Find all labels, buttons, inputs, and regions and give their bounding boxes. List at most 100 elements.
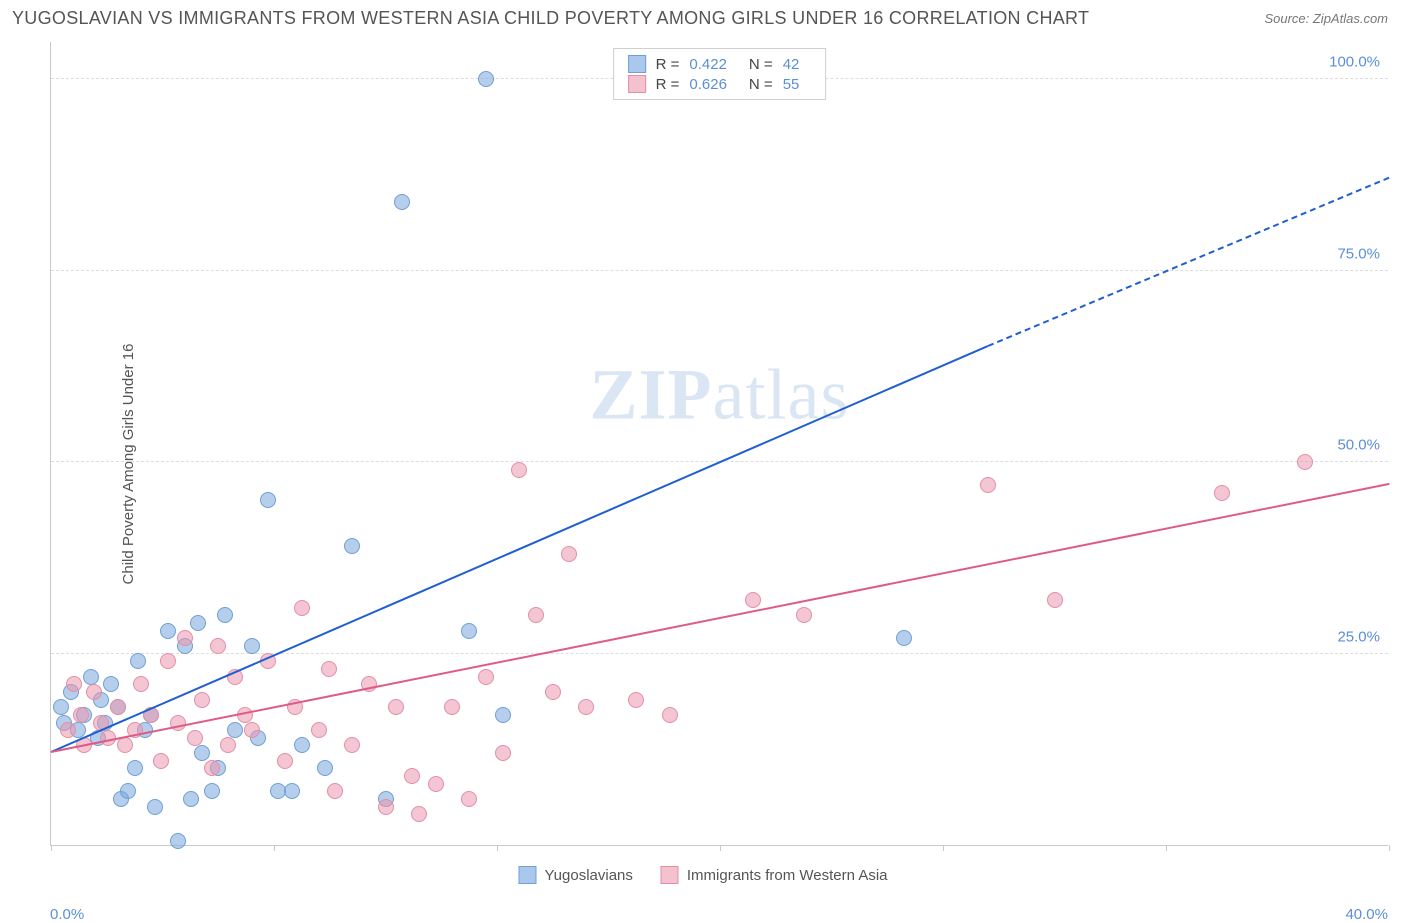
data-point: [244, 638, 260, 654]
data-point: [284, 783, 300, 799]
data-point: [117, 737, 133, 753]
data-point: [194, 692, 210, 708]
data-point: [511, 462, 527, 478]
data-point: [1047, 592, 1063, 608]
data-point: [60, 722, 76, 738]
data-point: [177, 630, 193, 646]
data-point: [411, 806, 427, 822]
x-tick-mark: [1166, 845, 1167, 851]
legend-swatch-icon: [661, 866, 679, 884]
data-point: [662, 707, 678, 723]
trend-line: [987, 177, 1389, 347]
y-tick-label: 25.0%: [1337, 628, 1380, 645]
data-point: [210, 638, 226, 654]
data-point: [545, 684, 561, 700]
x-tick-mark: [1389, 845, 1390, 851]
data-point: [190, 615, 206, 631]
data-point: [578, 699, 594, 715]
data-point: [130, 653, 146, 669]
x-axis-max-label: 40.0%: [1345, 906, 1388, 923]
data-point: [187, 730, 203, 746]
legend-swatch-yugo: [628, 55, 646, 73]
x-tick-mark: [497, 845, 498, 851]
x-tick-mark: [720, 845, 721, 851]
plot-area: ZIPatlas R =0.422 N =42 R =0.626 N =55 2…: [50, 42, 1388, 846]
legend-item-wasia: Immigrants from Western Asia: [661, 866, 888, 884]
x-tick-mark: [274, 845, 275, 851]
y-tick-label: 50.0%: [1337, 437, 1380, 454]
watermark: ZIPatlas: [590, 354, 850, 437]
legend-row-yugo: R =0.422 N =42: [628, 54, 812, 74]
data-point: [461, 623, 477, 639]
chart-title: YUGOSLAVIAN VS IMMIGRANTS FROM WESTERN A…: [12, 8, 1089, 29]
data-point: [561, 546, 577, 562]
data-point: [461, 791, 477, 807]
data-point: [83, 669, 99, 685]
data-point: [153, 753, 169, 769]
trend-line: [51, 483, 1389, 753]
y-tick-label: 75.0%: [1337, 245, 1380, 262]
data-point: [344, 538, 360, 554]
data-point: [110, 699, 126, 715]
data-point: [896, 630, 912, 646]
y-tick-label: 100.0%: [1329, 54, 1380, 71]
data-point: [1297, 454, 1313, 470]
data-point: [394, 194, 410, 210]
x-tick-mark: [943, 845, 944, 851]
data-point: [147, 799, 163, 815]
data-point: [133, 676, 149, 692]
data-point: [378, 799, 394, 815]
data-point: [103, 676, 119, 692]
data-point: [444, 699, 460, 715]
data-point: [327, 783, 343, 799]
data-point: [120, 783, 136, 799]
data-point: [478, 71, 494, 87]
legend-row-wasia: R =0.626 N =55: [628, 74, 812, 94]
data-point: [404, 768, 420, 784]
data-point: [277, 753, 293, 769]
data-point: [160, 653, 176, 669]
data-point: [53, 699, 69, 715]
legend-swatch-wasia: [628, 75, 646, 93]
data-point: [796, 607, 812, 623]
data-point: [220, 737, 236, 753]
data-point: [294, 600, 310, 616]
data-point: [66, 676, 82, 692]
data-point: [204, 760, 220, 776]
data-point: [1214, 485, 1230, 501]
data-point: [294, 737, 310, 753]
data-point: [388, 699, 404, 715]
data-point: [495, 707, 511, 723]
data-point: [321, 661, 337, 677]
data-point: [244, 722, 260, 738]
legend-swatch-icon: [518, 866, 536, 884]
gridline: [51, 270, 1388, 271]
chart-container: Child Poverty Among Girls Under 16 ZIPat…: [0, 36, 1406, 892]
data-point: [127, 760, 143, 776]
data-point: [478, 669, 494, 685]
legend-item-yugo: Yugoslavians: [518, 866, 632, 884]
data-point: [260, 492, 276, 508]
source-label: Source: ZipAtlas.com: [1264, 11, 1388, 26]
data-point: [86, 684, 102, 700]
data-point: [311, 722, 327, 738]
data-point: [204, 783, 220, 799]
data-point: [528, 607, 544, 623]
x-tick-mark: [51, 845, 52, 851]
data-point: [428, 776, 444, 792]
data-point: [745, 592, 761, 608]
data-point: [495, 745, 511, 761]
data-point: [73, 707, 89, 723]
x-axis-min-label: 0.0%: [50, 906, 84, 923]
series-legend: Yugoslavians Immigrants from Western Asi…: [518, 866, 887, 884]
data-point: [217, 607, 233, 623]
data-point: [160, 623, 176, 639]
data-point: [170, 833, 186, 849]
data-point: [980, 477, 996, 493]
data-point: [344, 737, 360, 753]
data-point: [628, 692, 644, 708]
trend-line: [51, 345, 988, 753]
data-point: [227, 722, 243, 738]
data-point: [183, 791, 199, 807]
correlation-legend: R =0.422 N =42 R =0.626 N =55: [613, 48, 827, 100]
